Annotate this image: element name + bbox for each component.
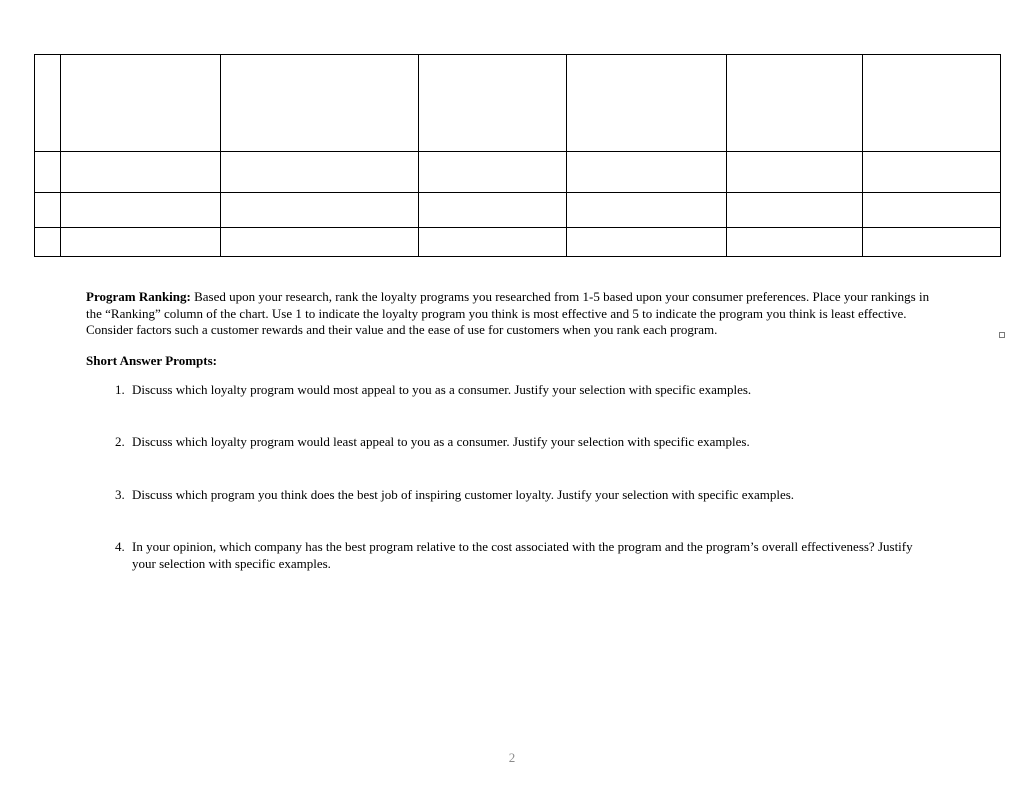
short-answer-heading: Short Answer Prompts:	[86, 353, 938, 370]
table-row	[35, 55, 1001, 152]
table-cell[interactable]	[863, 228, 1001, 257]
table-cell[interactable]	[419, 193, 567, 228]
table-cell[interactable]	[419, 55, 567, 152]
list-item: In your opinion, which company has the b…	[128, 539, 938, 572]
table-cell[interactable]	[35, 228, 61, 257]
table-cell[interactable]	[61, 193, 221, 228]
table-cell[interactable]	[567, 55, 727, 152]
list-item: Discuss which loyalty program would leas…	[128, 434, 938, 451]
page-number: 2	[0, 750, 1024, 766]
table-cell[interactable]	[221, 228, 419, 257]
table-cell[interactable]	[61, 228, 221, 257]
table-cell[interactable]	[863, 193, 1001, 228]
table-cell[interactable]	[221, 55, 419, 152]
table-row	[35, 193, 1001, 228]
program-ranking-paragraph: Program Ranking: Based upon your researc…	[86, 289, 938, 339]
list-item: Discuss which loyalty program would most…	[128, 382, 938, 399]
table-cell[interactable]	[567, 228, 727, 257]
table-cell[interactable]	[35, 55, 61, 152]
table-cell[interactable]	[61, 152, 221, 193]
table-cell[interactable]	[727, 55, 863, 152]
table-row	[35, 228, 1001, 257]
resize-handle-icon	[999, 332, 1005, 338]
table-cell[interactable]	[61, 55, 221, 152]
table-cell[interactable]	[727, 193, 863, 228]
table-cell[interactable]	[221, 193, 419, 228]
table-cell[interactable]	[863, 55, 1001, 152]
table-cell[interactable]	[567, 193, 727, 228]
table-cell[interactable]	[727, 228, 863, 257]
table-row	[35, 152, 1001, 193]
ranking-table	[34, 54, 1001, 257]
table-cell[interactable]	[35, 193, 61, 228]
short-answer-list: Discuss which loyalty program would most…	[86, 382, 938, 573]
table-cell[interactable]	[727, 152, 863, 193]
table-cell[interactable]	[419, 152, 567, 193]
list-item: Discuss which program you think does the…	[128, 487, 938, 504]
table-cell[interactable]	[863, 152, 1001, 193]
table-cell[interactable]	[35, 152, 61, 193]
table-cell[interactable]	[567, 152, 727, 193]
table-cell[interactable]	[221, 152, 419, 193]
table-cell[interactable]	[419, 228, 567, 257]
program-ranking-label: Program Ranking:	[86, 289, 191, 304]
program-ranking-text: Based upon your research, rank the loyal…	[86, 289, 929, 337]
